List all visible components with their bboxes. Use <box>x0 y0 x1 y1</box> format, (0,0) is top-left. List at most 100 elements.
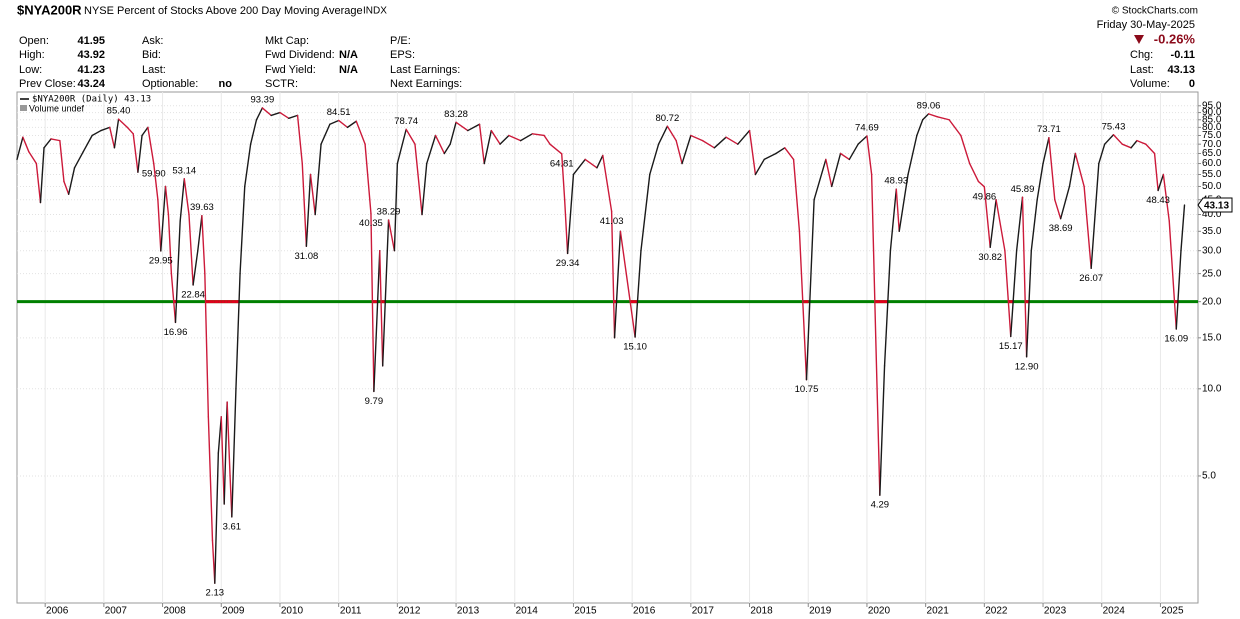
line-segment <box>1121 143 1132 149</box>
line-segment <box>927 113 939 118</box>
line-segment <box>563 199 569 255</box>
x-tick-label: 2016 <box>633 606 656 617</box>
x-tick-label: 2007 <box>105 606 128 617</box>
line-segment <box>1136 139 1147 145</box>
data-label: 78.74 <box>394 116 418 127</box>
data-label: 30.82 <box>978 252 1002 263</box>
line-segment <box>346 120 357 129</box>
exchange: INDX <box>363 6 387 17</box>
line-segment <box>1030 199 1038 252</box>
line-segment <box>201 214 206 275</box>
field-label: Fwd Yield: <box>265 64 316 76</box>
data-label: 53.14 <box>172 165 196 176</box>
line-segment <box>204 272 210 418</box>
line-segment <box>50 138 61 142</box>
y-tick-label: 75.0 <box>1202 130 1222 141</box>
line-segment <box>725 136 739 145</box>
line-segment <box>82 134 93 153</box>
line-segment <box>179 178 185 222</box>
line-segment <box>279 111 290 119</box>
field-label: Last: <box>1130 64 1154 76</box>
line-segment <box>848 143 859 161</box>
line-segment <box>634 249 642 338</box>
line-segment <box>596 154 604 169</box>
data-label: 64.81 <box>550 158 574 169</box>
line-segment <box>675 139 683 165</box>
y-tick-label: 15.0 <box>1202 332 1222 343</box>
line-segment <box>1098 143 1106 165</box>
line-segment <box>426 134 437 165</box>
line-segment <box>396 128 407 165</box>
data-label: 29.34 <box>556 258 580 269</box>
x-tick-label: 2006 <box>46 606 69 617</box>
line-segment <box>870 173 877 339</box>
data-label: 15.17 <box>999 341 1023 352</box>
legend-label: Volume undef <box>29 103 85 113</box>
x-tick-label: 2021 <box>927 606 950 617</box>
line-segment <box>1048 136 1056 201</box>
field-value: 43.13 <box>1167 64 1195 76</box>
line-segment <box>305 173 312 247</box>
line-segment <box>28 150 38 165</box>
y-tick-label: 60.0 <box>1202 158 1222 169</box>
x-tick-label: 2018 <box>750 606 773 617</box>
data-label: 22.84 <box>181 289 205 300</box>
line-segment <box>483 129 492 165</box>
line-segment <box>309 173 316 216</box>
y-tick-label: 85.0 <box>1202 114 1222 125</box>
data-label: 16.09 <box>1164 334 1188 345</box>
quote-date: Friday 30-May-2025 <box>1097 19 1195 31</box>
line-segment <box>449 121 457 145</box>
line-segment <box>170 272 177 324</box>
line-segment <box>244 143 252 188</box>
line-segment <box>141 126 149 137</box>
line-segment <box>153 163 159 201</box>
field-value: 43.24 <box>77 78 105 90</box>
line-segment <box>379 249 384 367</box>
line-segment <box>572 158 586 176</box>
line-segment <box>825 158 833 188</box>
line-segment <box>666 125 677 142</box>
line-segment <box>968 162 980 183</box>
line-segment <box>387 219 396 252</box>
line-segment <box>748 129 757 176</box>
data-label: 85.40 <box>107 106 131 117</box>
data-label: 31.08 <box>294 251 318 262</box>
line-segment <box>960 134 971 165</box>
line-segment <box>223 401 228 505</box>
y-tick-label: 95.0 <box>1202 100 1222 111</box>
x-tick-label: 2008 <box>163 606 186 617</box>
line-segment <box>249 119 258 145</box>
line-segment <box>866 135 873 176</box>
line-segment <box>59 139 65 183</box>
data-label: 83.28 <box>444 109 468 120</box>
line-segment <box>948 119 962 137</box>
line-segment <box>508 134 522 142</box>
y-tick-label: 25.0 <box>1202 268 1222 279</box>
line-segment <box>270 111 281 117</box>
symbol-name: NYSE Percent of Stocks Above 200 Day Mov… <box>84 5 363 17</box>
line-segment <box>67 167 76 195</box>
line-segment <box>1021 196 1028 358</box>
line-segment <box>1175 249 1182 330</box>
field-label: P/E: <box>390 35 411 47</box>
line-segment <box>989 199 997 248</box>
x-tick-label: 2022 <box>985 606 1008 617</box>
line-segment <box>584 158 598 169</box>
line-segment <box>355 120 366 145</box>
line-segment <box>255 107 264 121</box>
line-segment <box>566 173 575 255</box>
line-segment <box>602 154 613 213</box>
line-segment <box>619 230 627 275</box>
data-label: 10.75 <box>795 384 819 395</box>
x-tick-label: 2014 <box>516 606 539 617</box>
x-tick-label: 2024 <box>1103 606 1126 617</box>
data-label: 45.89 <box>1011 184 1035 195</box>
data-label: 40.35 <box>359 218 383 229</box>
line-segment <box>381 219 390 367</box>
line-segment <box>977 180 986 188</box>
x-tick-label: 2025 <box>1161 606 1184 617</box>
data-label: 59.90 <box>142 168 166 179</box>
line-segment <box>478 123 485 165</box>
